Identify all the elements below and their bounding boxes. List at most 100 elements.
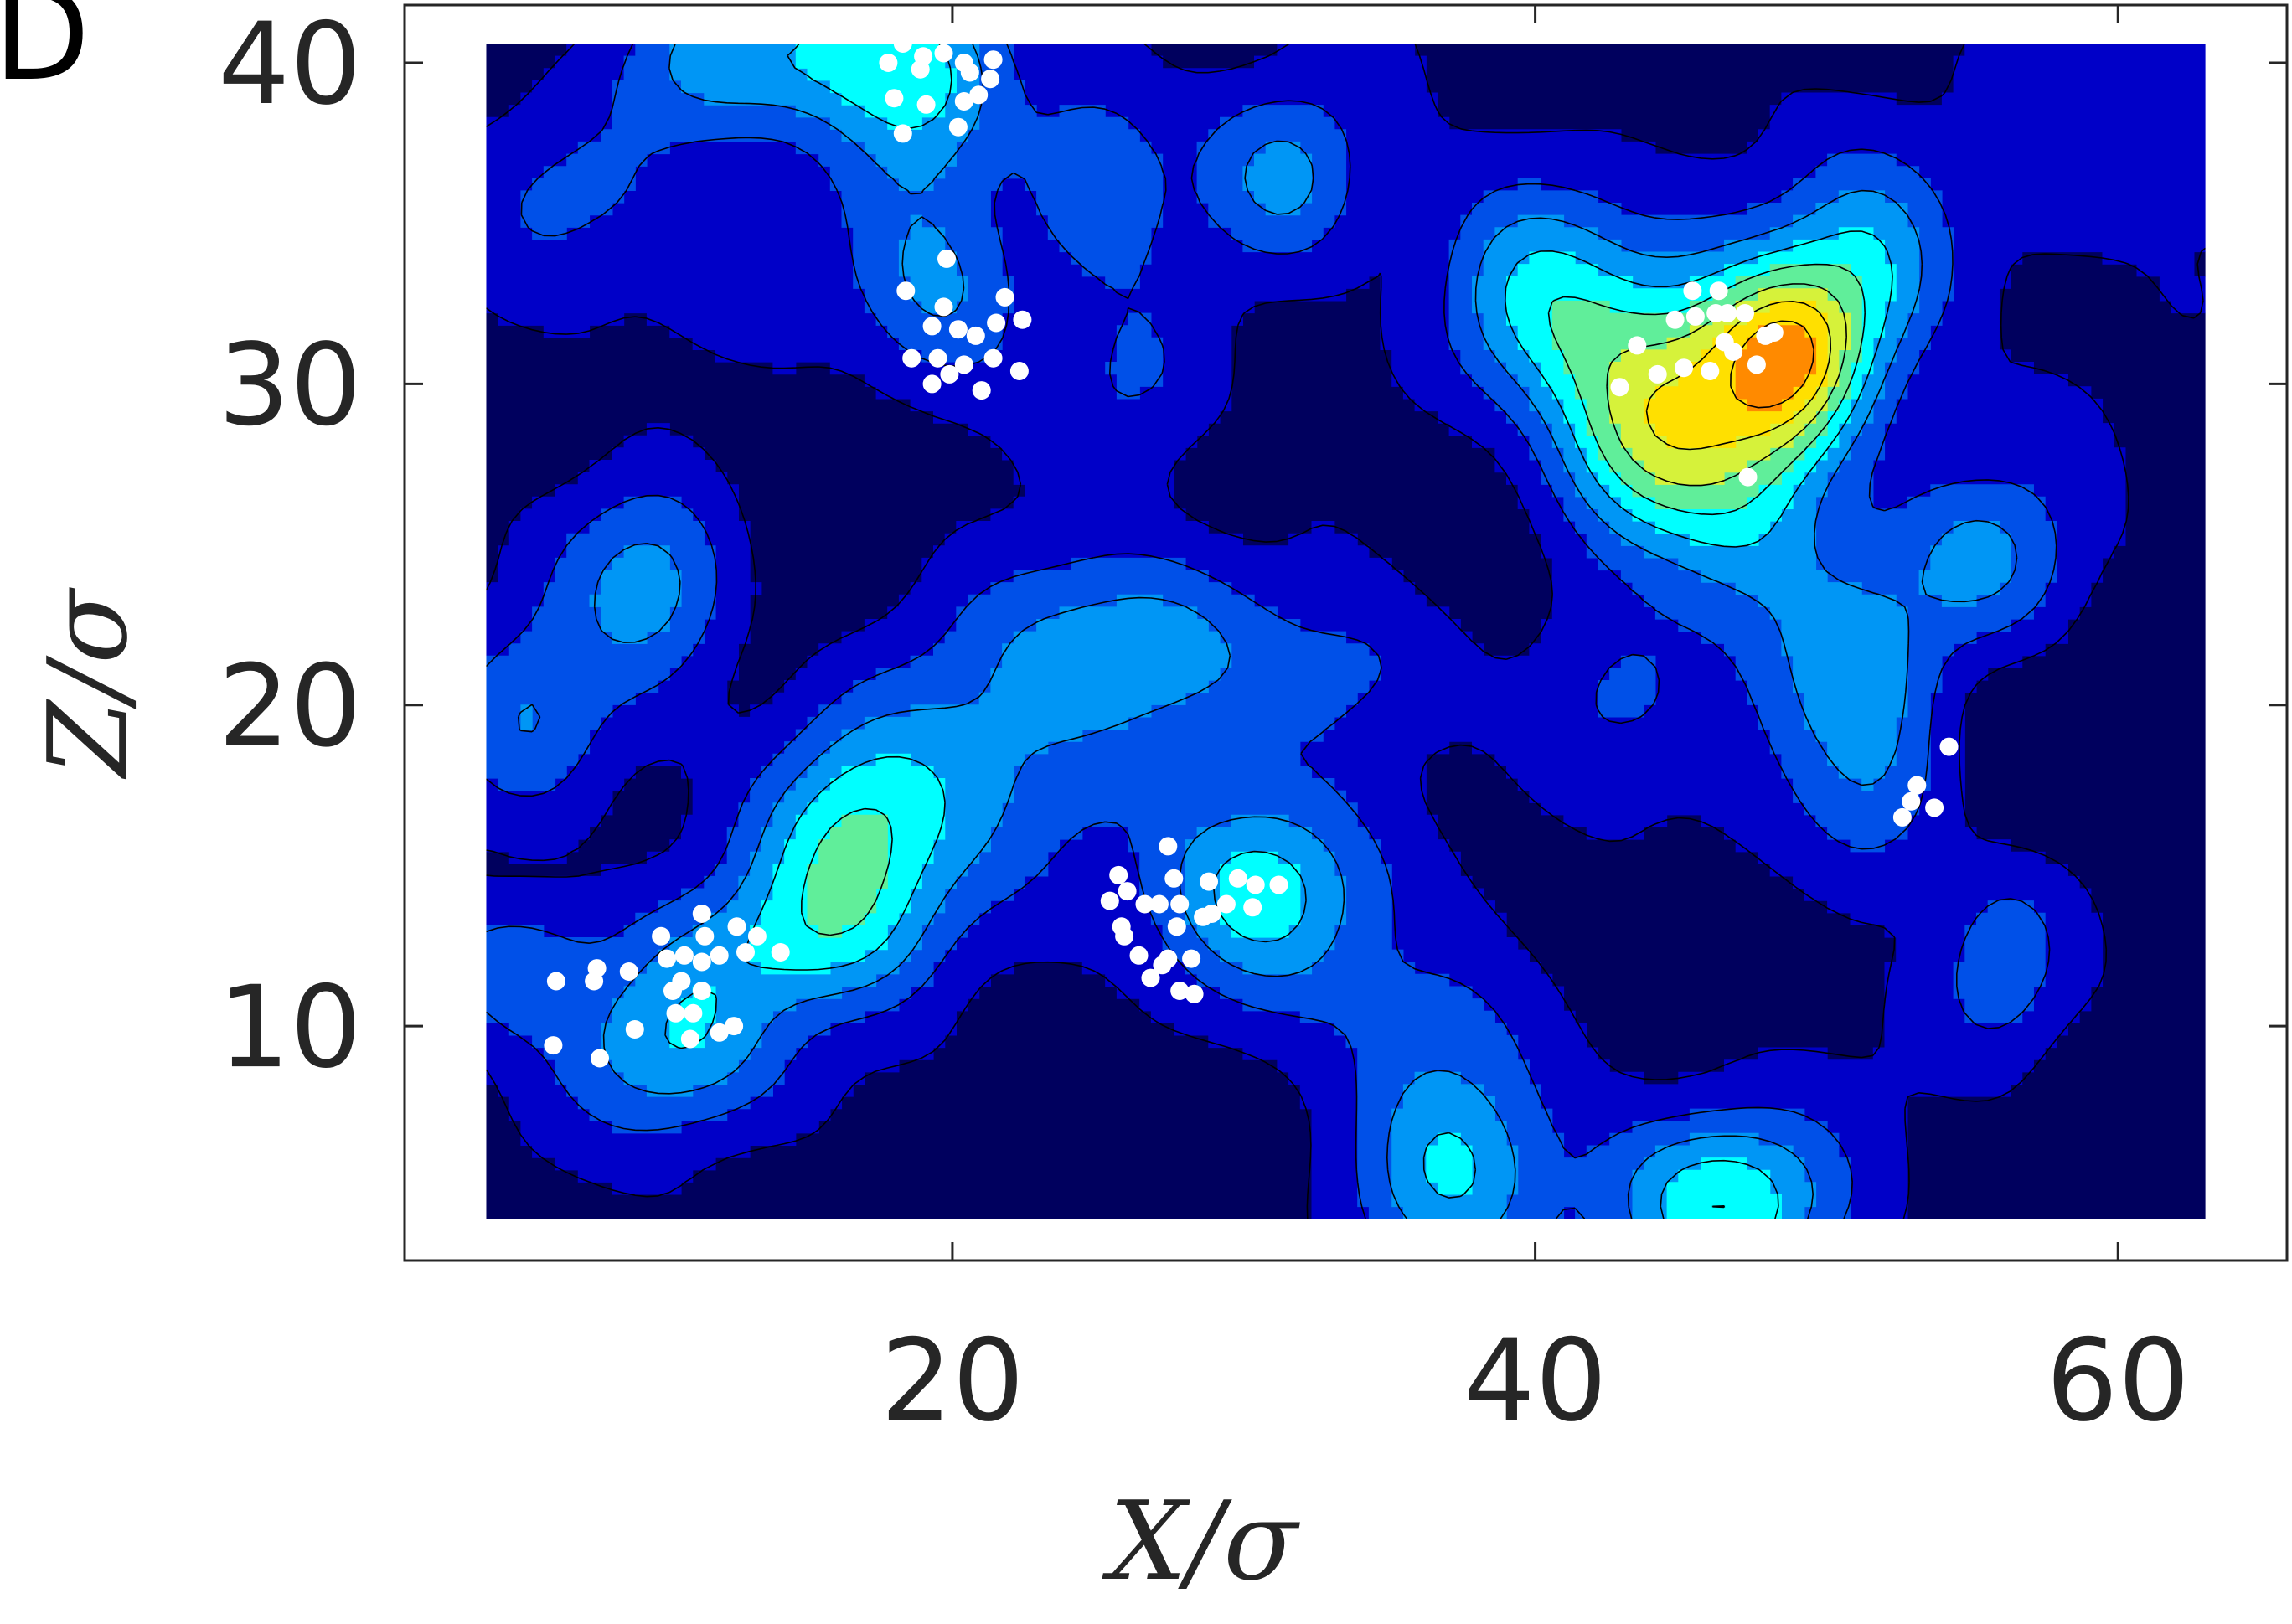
x-tick-label: 40: [1463, 1315, 1608, 1446]
particle-point: [1149, 894, 1169, 914]
particle-point: [948, 320, 968, 339]
particle-point: [1141, 968, 1160, 987]
particle-point: [1907, 776, 1927, 795]
particle-point: [1243, 898, 1262, 917]
particle-point: [969, 85, 989, 105]
y-axis-label: Z/σ: [24, 587, 152, 780]
y-tick-label: 30: [218, 319, 362, 451]
particle-point: [1170, 982, 1190, 1000]
particle-point: [893, 124, 912, 143]
particle-point: [922, 374, 942, 394]
particle-point: [966, 326, 985, 345]
particle-point: [1724, 343, 1743, 361]
particle-point: [928, 348, 947, 368]
particle-point: [546, 972, 565, 991]
particle-point: [960, 63, 979, 82]
particle-point: [1939, 737, 1959, 756]
particle-point: [736, 943, 755, 962]
y-tick-labels: 10 20 30 40: [218, 0, 362, 1093]
particle-point: [879, 54, 898, 72]
particle-point: [995, 287, 1014, 307]
particle-point: [619, 962, 638, 981]
particle-point: [1153, 956, 1172, 975]
particle-point: [1200, 872, 1218, 891]
particle-point: [916, 95, 936, 114]
particle-point: [937, 249, 956, 268]
contour-band-2: [486, 44, 2057, 1219]
particle-point: [1610, 378, 1629, 397]
particle-point: [981, 70, 1000, 89]
particle-point: [544, 1036, 563, 1055]
particle-point: [1747, 355, 1766, 374]
particle-point: [1170, 894, 1190, 914]
x-tick-labels: 20 40 60: [880, 1315, 2190, 1446]
particle-point: [695, 926, 715, 946]
particle-point: [1246, 875, 1265, 894]
particle-point: [940, 364, 959, 384]
axis-ticks: [405, 5, 2287, 1261]
contour-line-2: [486, 44, 2057, 1219]
axes-frame: [403, 3, 2289, 1262]
particle-point: [934, 44, 953, 63]
particle-point: [1115, 926, 1134, 946]
particle-point: [1736, 304, 1754, 322]
particle-point: [747, 926, 767, 946]
particle-point: [727, 917, 746, 936]
contour-band-5: [807, 264, 1862, 938]
particle-point: [680, 1029, 699, 1049]
particle-point: [1685, 307, 1705, 326]
particle-point: [725, 1017, 744, 1036]
panel-label: D: [0, 0, 90, 109]
particle-point: [1167, 917, 1186, 936]
contour-band-1: [486, 44, 2206, 1219]
particle-point: [625, 1020, 644, 1039]
particle-point: [1738, 467, 1758, 487]
y-tick-label: 40: [218, 0, 362, 130]
particle-point: [771, 943, 790, 962]
particle-point: [1216, 894, 1236, 914]
contour-band-0: [486, 44, 2206, 1219]
particle-point: [1182, 949, 1201, 968]
particle-point: [902, 348, 921, 368]
particle-point: [1701, 362, 1720, 380]
particle-point: [710, 1023, 729, 1042]
x-axis-label: X/σ: [1102, 1477, 1300, 1605]
particle-point: [1109, 865, 1128, 884]
particle-point: [692, 952, 711, 972]
particle-point: [948, 117, 968, 137]
particle-point: [1100, 891, 1119, 910]
x-tick-label: 60: [2046, 1315, 2190, 1446]
particle-point: [658, 949, 676, 968]
particle-point: [972, 381, 991, 400]
particle-point: [983, 348, 1003, 368]
particle-point: [954, 355, 973, 374]
particle-point: [1665, 310, 1685, 329]
contour-band-6: [1609, 288, 1851, 485]
particle-point: [1129, 946, 1149, 965]
contour-line-1: [486, 44, 2206, 1219]
particle-point: [666, 1003, 685, 1023]
particle-point: [585, 972, 604, 991]
contour-line-3: [517, 44, 2018, 1219]
particle-point: [922, 317, 942, 336]
particle-point: [684, 1003, 703, 1023]
particle-point: [1648, 364, 1667, 384]
contour-line-6: [1606, 283, 1847, 487]
particle-point: [1892, 807, 1912, 827]
particle-point: [885, 89, 904, 108]
particle-points: [544, 34, 1959, 1068]
particle-point: [1902, 791, 1921, 811]
contour-line-4: [664, 44, 1893, 1219]
particle-point: [911, 59, 930, 79]
particle-point: [1628, 336, 1647, 355]
particle-point: [896, 281, 916, 301]
contour-fill-layer: [486, 44, 2206, 1219]
particle-point: [1228, 869, 1247, 888]
particle-point: [1185, 984, 1204, 1003]
particle-point: [983, 50, 1003, 70]
contour-band-8: [1735, 325, 1817, 412]
particle-point: [1118, 882, 1137, 901]
contour-line-5: [801, 263, 1866, 1209]
particle-point: [1269, 875, 1288, 894]
